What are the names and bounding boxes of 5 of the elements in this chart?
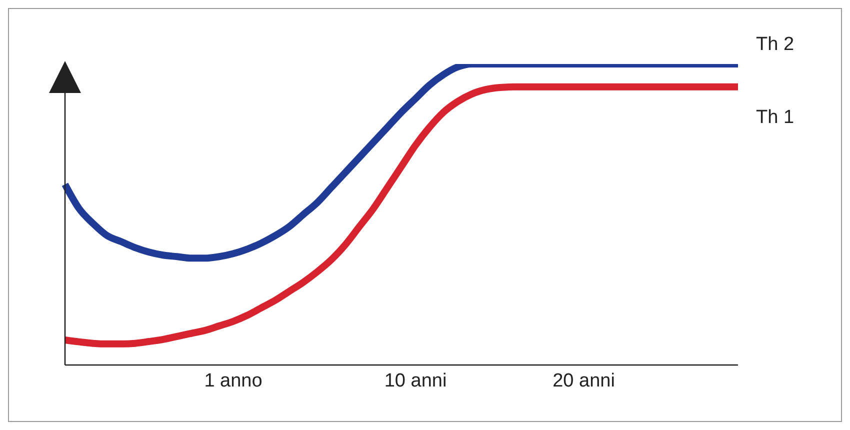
series-label: Th 2: [756, 34, 794, 55]
x-tick-label: 1 anno: [204, 370, 262, 392]
series-label: Th 1: [756, 106, 794, 128]
x-tick-label: 20 anni: [552, 370, 615, 392]
x-tick-label: 10 anni: [384, 370, 447, 392]
